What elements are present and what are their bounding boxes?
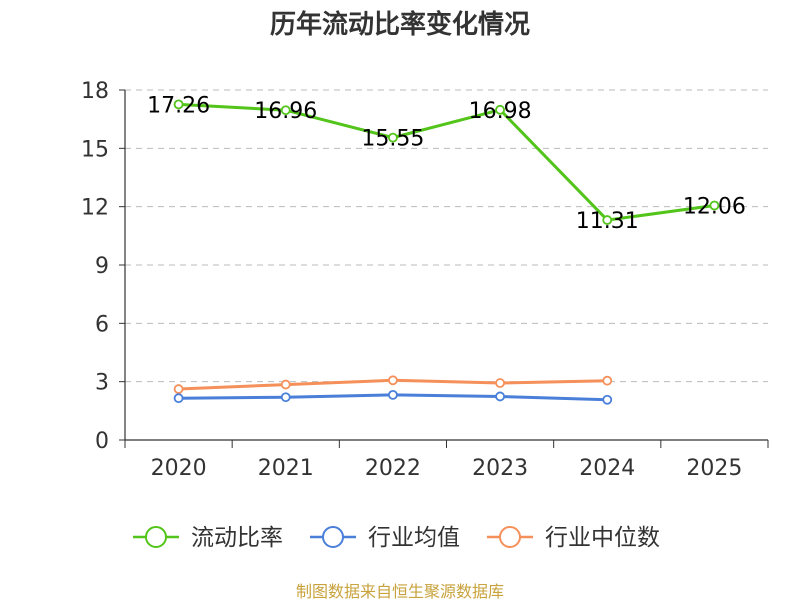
data-label: 16.96: [254, 99, 317, 124]
series-point-0: [280, 105, 291, 116]
series-point-2: [602, 375, 613, 386]
series-line-0: [178, 102, 715, 222]
legend-label-1: 行业均值: [368, 525, 460, 551]
source-note: 制图数据来自恒生聚源数据库: [295, 582, 504, 601]
axes: 0 3 6 9 12 15 18 2020 2021 2022 2023 2024 2025: [81, 79, 769, 481]
legend: 流动比率 行业均值 行业中位数: [133, 525, 660, 551]
y-tick-label: 12: [81, 196, 109, 221]
y-tick-label: 3: [95, 371, 109, 396]
data-labels: 17.26 16.96 15.55 16.98 11.31 12.06: [147, 93, 746, 234]
series: [173, 99, 720, 405]
x-tick-label: 2022: [365, 456, 421, 481]
legend-marker-1: [322, 526, 344, 548]
series-point-1: [173, 393, 184, 404]
series-point-1: [495, 391, 505, 402]
x-tick-label: 2023: [472, 456, 528, 481]
legend-label-2: 行业中位数: [545, 525, 660, 551]
series-point-1: [388, 389, 398, 400]
series-point-0: [173, 99, 184, 110]
series-point-2: [280, 379, 291, 390]
y-tick-label: 6: [95, 312, 109, 337]
data-label: 11.31: [576, 209, 639, 234]
grid-lines: [125, 89, 768, 383]
data-label: 17.26: [147, 93, 210, 118]
y-tick-label: 0: [95, 429, 109, 454]
x-tick-label: 2020: [151, 456, 207, 481]
series-point-2: [388, 375, 398, 386]
y-tick-label: 18: [81, 79, 109, 104]
legend-marker-0: [145, 526, 167, 548]
y-tick-label: 15: [81, 137, 109, 162]
x-tick-label: 2025: [686, 456, 742, 481]
data-label: 16.98: [469, 99, 532, 124]
legend-marker-2: [499, 526, 521, 548]
series-point-0: [709, 200, 720, 211]
legend-label-0: 流动比率: [191, 525, 283, 551]
x-tick-label: 2024: [579, 456, 635, 481]
chart-title: 历年流动比率变化情况: [269, 10, 530, 40]
series-point-0: [388, 132, 398, 143]
series-point-2: [173, 384, 184, 394]
y-tick-label: 9: [95, 254, 109, 279]
data-label: 15.55: [361, 127, 424, 152]
series-point-2: [495, 378, 505, 388]
data-label: 12.06: [683, 195, 746, 220]
series-point-1: [280, 392, 291, 403]
x-tick-label: 2021: [258, 456, 314, 481]
series-point-0: [602, 215, 613, 225]
series-point-0: [495, 104, 505, 115]
series-point-1: [602, 394, 613, 405]
